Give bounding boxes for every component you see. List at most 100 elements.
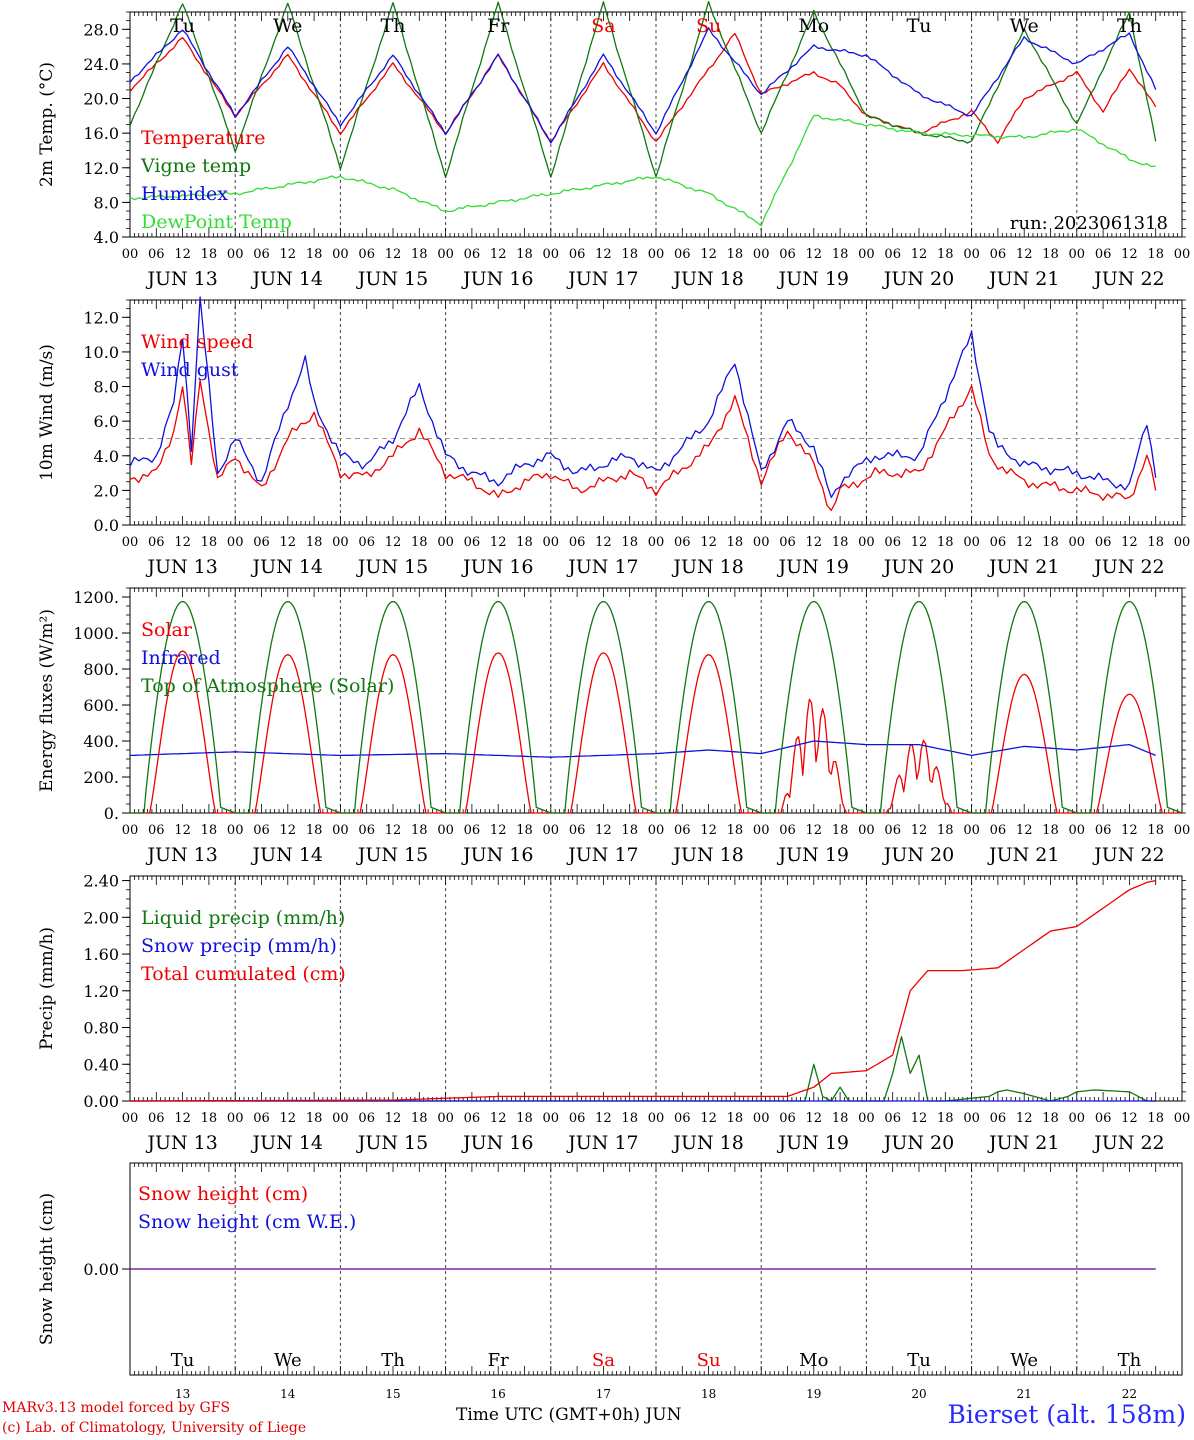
hour-label: 00	[543, 247, 560, 262]
hour-label: 18	[306, 535, 323, 550]
hour-label: 18	[832, 1111, 849, 1126]
hour-label: 12	[490, 247, 507, 262]
hour-label: 06	[674, 1111, 691, 1126]
y-tick-label: 1.60	[83, 945, 119, 964]
hour-label: 18	[201, 247, 218, 262]
hour-label: 18	[621, 535, 638, 550]
date-label: JUN 18	[671, 844, 743, 866]
hour-label: 18	[516, 1111, 533, 1126]
hour-label: 18	[1042, 823, 1059, 838]
hour-label: 06	[464, 823, 481, 838]
hour-label: 06	[990, 247, 1007, 262]
hour-label: 06	[569, 535, 586, 550]
hour-label: 00	[332, 247, 349, 262]
date-label: JUN 22	[1092, 1132, 1164, 1154]
lab-credit: (c) Lab. of Climatology, University of L…	[2, 1420, 307, 1436]
y-tick-label: 1.20	[83, 982, 119, 1001]
date-label: JUN 20	[882, 556, 954, 578]
hour-label: 18	[1042, 1111, 1059, 1126]
series-line	[129, 296, 1157, 499]
series-line	[130, 879, 1156, 1102]
hour-label: 06	[148, 1111, 165, 1126]
hour-label: 12	[385, 1111, 402, 1126]
legend-entry: Liquid precip (mm/h)	[141, 907, 345, 929]
hour-label: 18	[937, 1111, 954, 1126]
hour-label: 18	[937, 535, 954, 550]
hour-label: 00	[122, 823, 139, 838]
hour-label: 18	[306, 247, 323, 262]
date-label: JUN 14	[251, 1132, 323, 1154]
hour-label: 00	[963, 247, 980, 262]
legend-entry: Wind gust	[141, 359, 239, 381]
y-tick-label: 1000.	[73, 624, 119, 643]
hour-label: 00	[332, 535, 349, 550]
hour-label: 06	[779, 1111, 796, 1126]
hour-label: 00	[1069, 823, 1086, 838]
date-label: JUN 21	[987, 1132, 1059, 1154]
hour-label: 06	[990, 535, 1007, 550]
hour-label: 18	[832, 823, 849, 838]
day-label: Tu	[907, 1350, 931, 1371]
hour-label: 06	[779, 535, 796, 550]
date-label: JUN 21	[987, 556, 1059, 578]
date-label: JUN 17	[566, 844, 638, 866]
series-line	[129, 379, 1157, 511]
y-tick-label: 8.0	[94, 193, 119, 212]
hour-label: 06	[253, 1111, 270, 1126]
y-tick-label: 0.40	[83, 1055, 119, 1074]
hour-label: 00	[753, 535, 770, 550]
hour-label: 06	[464, 1111, 481, 1126]
hour-label: 12	[1121, 823, 1138, 838]
date-label: JUN 14	[251, 556, 323, 578]
day-number: 19	[806, 1387, 821, 1401]
hour-label: 06	[674, 535, 691, 550]
y-tick-label: 8.0	[94, 378, 119, 397]
day-label: Th	[381, 15, 406, 37]
hour-label: 06	[148, 247, 165, 262]
hour-label: 00	[753, 1111, 770, 1126]
day-label: Su	[696, 15, 721, 37]
hour-label: 06	[253, 247, 270, 262]
hour-label: 06	[358, 247, 375, 262]
hour-label: 00	[437, 247, 454, 262]
hour-label: 00	[122, 247, 139, 262]
date-label: JUN 19	[777, 844, 849, 866]
hour-label: 12	[1016, 1111, 1033, 1126]
day-label: We	[1010, 1350, 1038, 1371]
date-label: JUN 22	[1092, 556, 1164, 578]
hour-label: 12	[595, 535, 612, 550]
hour-label: 00	[1174, 535, 1191, 550]
y-tick-label: 16.0	[83, 124, 119, 143]
hour-label: 18	[727, 1111, 744, 1126]
hour-label: 06	[253, 535, 270, 550]
hour-label: 12	[700, 535, 717, 550]
y-tick-label: 4.0	[94, 228, 119, 247]
day-label: Sa	[592, 1350, 615, 1371]
hour-label: 06	[884, 247, 901, 262]
hour-label: 18	[516, 247, 533, 262]
series-line	[130, 600, 1183, 814]
date-label: JUN 21	[987, 268, 1059, 290]
hour-label: 06	[464, 535, 481, 550]
hour-label: 18	[411, 823, 428, 838]
hour-label: 18	[1147, 823, 1164, 838]
day-label: Mo	[798, 15, 829, 37]
day-label: Tu	[170, 15, 195, 37]
y-tick-label: 12.0	[83, 308, 119, 327]
hour-label: 06	[779, 247, 796, 262]
hour-label: 12	[595, 1111, 612, 1126]
day-label: We	[273, 15, 302, 37]
date-label: JUN 17	[566, 1132, 638, 1154]
hour-label: 18	[1147, 1111, 1164, 1126]
hour-label: 12	[806, 1111, 823, 1126]
hour-label: 00	[1174, 247, 1191, 262]
hour-label: 00	[1174, 1111, 1191, 1126]
station-name: Bierset (alt. 158m)	[947, 1400, 1186, 1429]
hour-label: 12	[490, 823, 507, 838]
y-axis-label: Precip (mm/h)	[37, 927, 57, 1050]
hour-label: 18	[201, 1111, 218, 1126]
hour-label: 00	[543, 823, 560, 838]
legend-entry: Total cumulated (cm)	[141, 963, 346, 985]
legend-entry: Snow height (cm W.E.)	[138, 1211, 356, 1233]
hour-label: 06	[1095, 535, 1112, 550]
